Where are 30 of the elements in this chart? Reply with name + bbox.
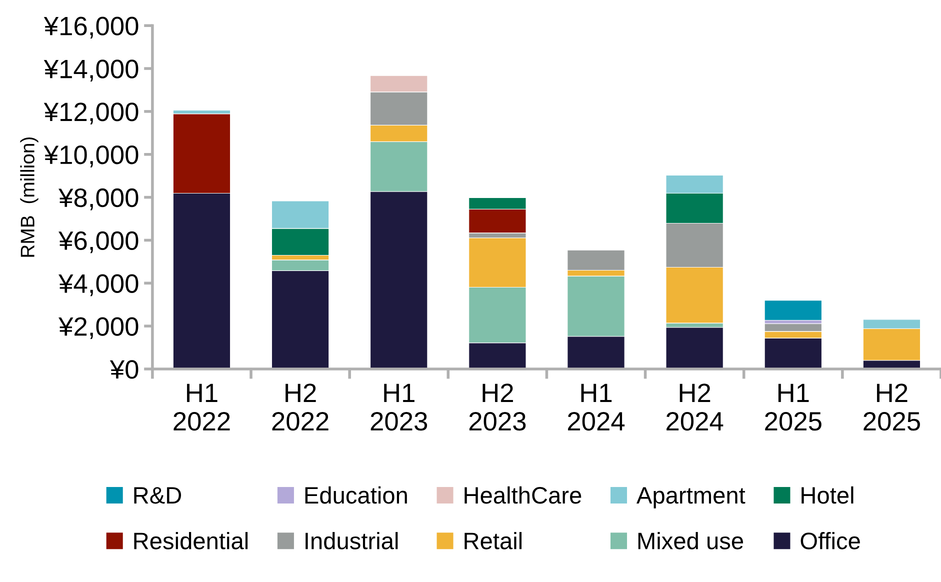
legend-label: Office bbox=[800, 532, 860, 550]
x-tick-label: H2 2023 bbox=[469, 384, 526, 431]
y-tick-label: ¥4,000 bbox=[58, 274, 138, 296]
y-tick-label: ¥2,000 bbox=[58, 317, 138, 340]
y-tick-label: ¥12,000 bbox=[44, 102, 138, 124]
x-tick-label: H2 2022 bbox=[272, 384, 328, 431]
y-tick-label: ¥0 bbox=[110, 360, 138, 379]
legend-label: Mixed use bbox=[638, 532, 744, 550]
y-tick-label: ¥16,000 bbox=[44, 16, 138, 39]
y-tick-label: ¥14,000 bbox=[44, 60, 138, 82]
y-tick-label: ¥6,000 bbox=[58, 231, 138, 254]
y-tick-label: ¥10,000 bbox=[44, 146, 138, 168]
legend-label: Hotel bbox=[802, 486, 854, 504]
legend-label: Retail bbox=[464, 532, 522, 550]
x-tick-label: H1 2022 bbox=[174, 384, 230, 431]
legend-label: Industrial bbox=[306, 532, 398, 550]
y-axis-title: RMB (million) bbox=[20, 137, 38, 257]
legend-label: HealthCare bbox=[464, 486, 582, 504]
x-tick-label: H2 2025 bbox=[864, 384, 920, 431]
legend-label: R&D bbox=[134, 487, 182, 504]
legend-label: Apartment bbox=[636, 487, 746, 508]
x-tick-label: H2 2024 bbox=[666, 384, 724, 431]
x-tick-label: H1 2025 bbox=[765, 384, 822, 431]
x-tick-label: H1 2024 bbox=[568, 384, 625, 431]
x-tick-label: H1 2023 bbox=[370, 384, 428, 431]
legend-label: Residential bbox=[134, 532, 248, 550]
bar bbox=[666, 327, 724, 369]
bar bbox=[764, 300, 822, 321]
legend-label: Education bbox=[305, 486, 407, 504]
y-tick-label: ¥8,000 bbox=[58, 188, 138, 210]
